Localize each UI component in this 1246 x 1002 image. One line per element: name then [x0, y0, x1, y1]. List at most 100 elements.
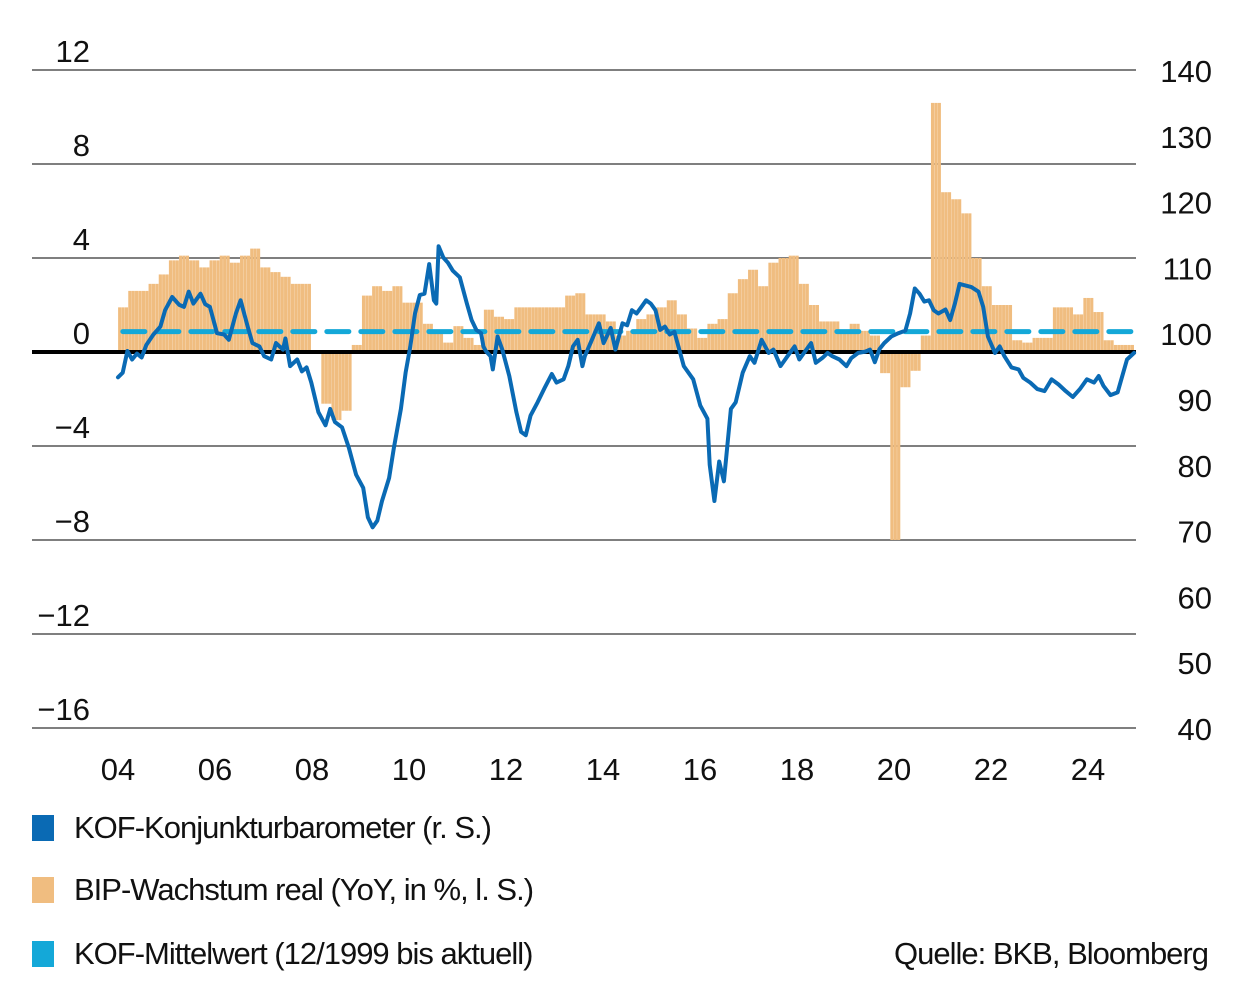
gdp-bar	[351, 344, 355, 352]
gdp-bar	[470, 337, 474, 352]
gdp-bar	[284, 276, 288, 352]
gdp-bar	[805, 283, 809, 352]
gdp-bar	[341, 352, 345, 411]
gdp-bar	[195, 260, 200, 352]
left-tick-label: −12	[37, 598, 90, 633]
gdp-bar	[260, 267, 264, 352]
gdp-bar	[450, 342, 454, 352]
legend-label-gdp: BIP-Wachstum real (YoY, in %, l. S.)	[74, 872, 534, 907]
legend-label-kof: KOF-Konjunkturbarometer (r. S.)	[74, 810, 492, 845]
x-axis-ticks: 04 06 08 10 12 14 16 18 20 22 24	[101, 752, 1105, 787]
gdp-bar	[859, 330, 864, 352]
gdp-bar	[910, 352, 914, 371]
gdp-bar	[731, 293, 735, 352]
gdp-bar	[138, 290, 142, 352]
gdp-bar	[131, 290, 135, 352]
gdp-bar	[365, 295, 369, 352]
gdp-bar	[504, 319, 508, 352]
gdp-bar	[399, 286, 403, 352]
gdp-bar	[1117, 344, 1121, 352]
gdp-bar	[947, 192, 952, 352]
gdp-bar	[300, 283, 305, 352]
gdp-bar	[565, 295, 569, 352]
gdp-bar	[1005, 305, 1009, 352]
left-tick-label: −4	[55, 410, 90, 445]
gdp-bar	[1086, 297, 1090, 352]
kof-series-line	[116, 244, 1137, 530]
gdp-bar	[991, 305, 996, 352]
gdp-bar	[741, 279, 745, 352]
gdp-bar	[934, 102, 938, 353]
gdp-bar	[348, 352, 352, 411]
gdp-bar	[422, 323, 427, 352]
gdp-bar	[951, 199, 955, 352]
gdp-bar	[944, 192, 948, 352]
right-tick-label: 90	[1178, 383, 1212, 418]
gridlines	[32, 69, 1136, 729]
gdp-bar	[836, 321, 840, 352]
gdp-bar	[158, 274, 162, 352]
gdp-bar	[704, 337, 708, 352]
gdp-bar	[1083, 297, 1087, 352]
gdp-bar	[876, 335, 880, 352]
gdp-bar	[856, 323, 860, 352]
gdp-bar	[256, 248, 261, 352]
gdp-bar	[575, 293, 579, 352]
gdp-bar	[155, 283, 159, 352]
gdp-bar	[832, 321, 836, 352]
gdp-bar	[792, 255, 796, 352]
gdp-bar	[145, 290, 149, 352]
gdp-bar	[429, 323, 433, 352]
gdp-bar	[1110, 340, 1114, 352]
gdp-bar	[1008, 305, 1013, 352]
gdp-bar	[771, 262, 775, 352]
x-tick-label: 14	[586, 752, 620, 787]
gdp-bar	[751, 269, 755, 352]
gdp-bar	[903, 352, 908, 388]
gdp-bar	[246, 255, 250, 352]
gdp-bar	[690, 328, 694, 352]
gdp-bar	[846, 330, 850, 352]
gdp-bar	[402, 302, 406, 352]
gdp-bar	[392, 286, 396, 352]
gdp-bar	[229, 262, 234, 352]
gdp-bar	[673, 300, 677, 352]
gdp-bar	[405, 302, 410, 352]
right-tick-label: 50	[1178, 646, 1212, 681]
gdp-bar	[331, 352, 335, 421]
gdp-bar	[345, 352, 349, 411]
right-axis-ticks: 140 130 120 110 100 90 80 70 60 50 40	[1160, 54, 1212, 747]
gdp-bar	[1012, 340, 1016, 352]
gdp-bar	[419, 302, 423, 352]
gdp-bar	[361, 295, 366, 352]
gdp-bar	[324, 352, 328, 404]
right-tick-label: 140	[1160, 54, 1212, 89]
gdp-bar	[1029, 342, 1033, 352]
gdp-bar	[375, 286, 379, 352]
gdp-bar	[1113, 344, 1118, 352]
gdp-bar	[802, 283, 806, 352]
gdp-bar	[426, 323, 430, 352]
gdp-bar	[307, 283, 311, 352]
gdp-bar	[890, 352, 894, 540]
gdp-bar	[382, 290, 386, 352]
gdp-bar	[1049, 337, 1053, 352]
gdp-bar	[914, 352, 918, 371]
gdp-bar	[267, 267, 271, 352]
gdp-bar	[744, 279, 748, 352]
gdp-bar	[988, 286, 992, 352]
left-tick-label: −8	[55, 504, 90, 539]
gdp-bar	[304, 283, 308, 352]
gdp-bar	[233, 262, 237, 352]
gdp-bar	[290, 283, 295, 352]
gdp-bar	[270, 272, 274, 352]
gdp-bar	[416, 302, 420, 352]
gdp-bar	[727, 293, 731, 352]
gdp-bar	[250, 248, 254, 352]
gdp-bar	[995, 305, 999, 352]
gdp-bar	[558, 307, 562, 352]
right-tick-label: 70	[1178, 515, 1212, 550]
left-tick-label: 8	[73, 128, 90, 163]
gdp-bar	[1019, 340, 1023, 352]
gdp-bar	[748, 269, 752, 352]
